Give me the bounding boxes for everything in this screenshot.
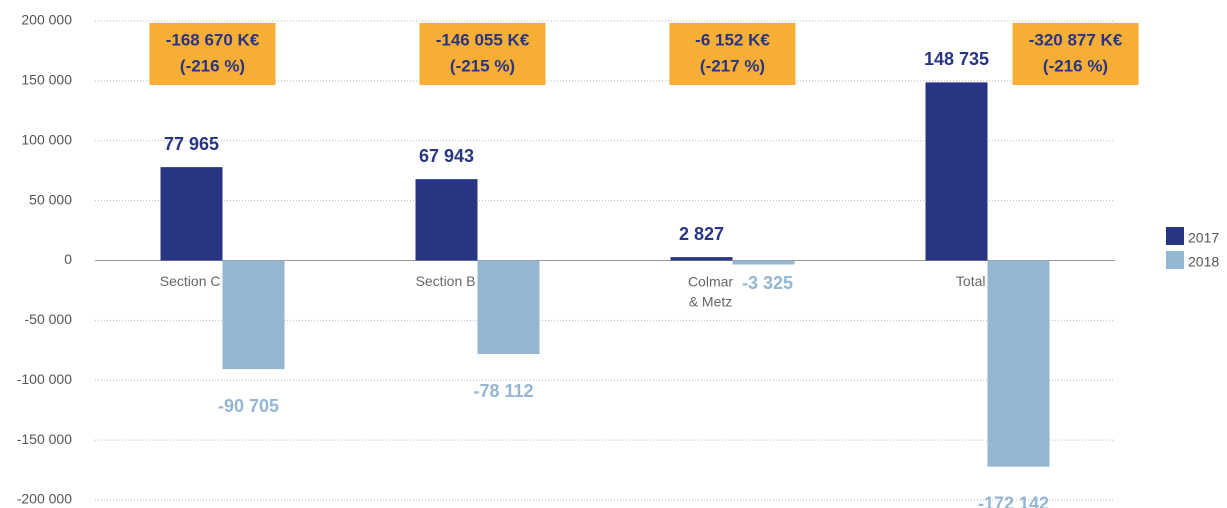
annotation-text: -320 877 K€ bbox=[1029, 30, 1123, 49]
y-tick-label: 0 bbox=[64, 251, 72, 267]
bar bbox=[415, 179, 478, 261]
y-tick-label: -150 000 bbox=[17, 431, 72, 447]
annotation-box bbox=[669, 23, 796, 85]
value-label: -172 142 bbox=[978, 493, 1049, 508]
value-label: 77 965 bbox=[164, 134, 219, 154]
x-tick-label: Colmar & Metz bbox=[688, 273, 733, 309]
value-label: 2 827 bbox=[679, 224, 724, 244]
legend-swatch bbox=[1166, 227, 1184, 245]
annotation-text: -168 670 K€ bbox=[166, 30, 260, 49]
legend-label: 2018 bbox=[1188, 254, 1219, 270]
value-label: 148 735 bbox=[924, 49, 989, 69]
bar bbox=[670, 257, 733, 261]
legend-label: 2017 bbox=[1188, 230, 1219, 246]
bar bbox=[222, 260, 285, 370]
value-label: 67 943 bbox=[419, 146, 474, 166]
x-tick-line: Colmar bbox=[688, 273, 733, 289]
y-tick-label: 200 000 bbox=[21, 12, 72, 28]
y-tick-label: 50 000 bbox=[29, 191, 72, 207]
x-tick-line: & Metz bbox=[689, 293, 733, 309]
annotation-text: -146 055 K€ bbox=[436, 30, 530, 49]
bar bbox=[477, 260, 540, 355]
annotation-text: -6 152 K€ bbox=[695, 30, 770, 49]
x-tick-label: Section C bbox=[160, 273, 221, 289]
bar bbox=[987, 260, 1050, 467]
annotation-text: (-216 %) bbox=[180, 56, 245, 75]
value-label: -3 325 bbox=[742, 273, 793, 293]
annotation-text: (-215 %) bbox=[450, 56, 515, 75]
x-tick-label: Total bbox=[956, 273, 986, 289]
annotation-text: (-216 %) bbox=[1043, 56, 1108, 75]
x-tick-label: Section B bbox=[416, 273, 476, 289]
y-tick-label: -50 000 bbox=[25, 311, 73, 327]
annotation-text: (-217 %) bbox=[700, 56, 765, 75]
annotation-box bbox=[1012, 23, 1139, 85]
y-tick-label: -200 000 bbox=[17, 491, 72, 507]
value-label: -90 705 bbox=[218, 396, 279, 416]
annotation-box bbox=[419, 23, 546, 85]
y-tick-label: 150 000 bbox=[21, 72, 72, 88]
y-tick-label: -100 000 bbox=[17, 371, 72, 387]
bar bbox=[160, 167, 223, 261]
annotation-box bbox=[149, 23, 276, 85]
bar bbox=[925, 82, 988, 261]
value-label: -78 112 bbox=[473, 381, 533, 401]
bar bbox=[732, 260, 795, 265]
legend-swatch bbox=[1166, 251, 1184, 269]
y-tick-label: 100 000 bbox=[21, 131, 72, 147]
